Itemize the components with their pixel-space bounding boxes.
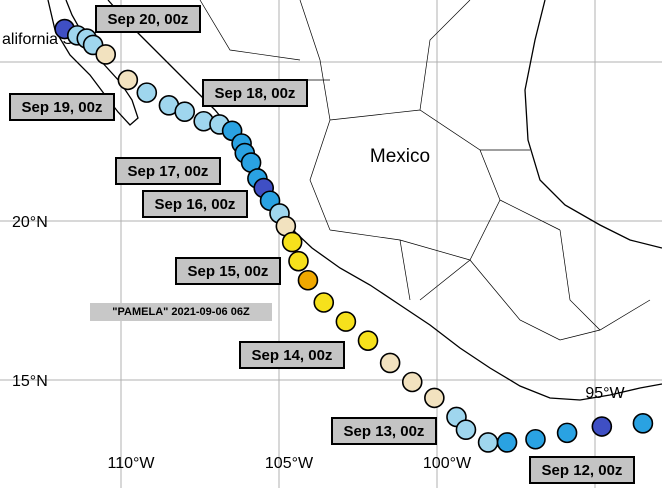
country-label: Mexico xyxy=(370,146,430,167)
track-point xyxy=(401,371,423,393)
track-point xyxy=(591,416,613,437)
track-point xyxy=(313,292,335,313)
date-label-box xyxy=(331,417,437,445)
title: "PAMELA" 2021-09-06 06Z xyxy=(112,306,250,318)
date-label: Sep 13, 00z xyxy=(344,423,425,440)
title-box xyxy=(90,303,272,321)
date-label-box xyxy=(115,157,221,185)
track-point xyxy=(424,387,445,409)
date-label: Sep 14, 00z xyxy=(252,347,333,364)
date-labels: Sep 20, 00z Sep 19, 00z Sep 18, 00z Sep 17,… xyxy=(9,5,635,484)
lat-label: 15°N xyxy=(12,373,48,390)
track-point xyxy=(496,432,518,453)
lon-label: 110°W xyxy=(107,455,155,472)
date-label: Sep 20, 00z xyxy=(108,11,189,28)
date-label-box xyxy=(175,257,281,285)
lat-label: 20°N xyxy=(12,214,48,231)
date-label-box xyxy=(9,93,115,121)
date-label-box xyxy=(239,341,345,369)
date-label-box xyxy=(202,79,308,107)
date-label: Sep 18, 00z xyxy=(215,85,296,102)
gulf-coast xyxy=(524,0,662,249)
track-point xyxy=(477,432,499,453)
track-point xyxy=(379,352,401,374)
axis-labels: 110°W 105°W 100°W 95°W 20°N 15°N xyxy=(12,214,626,472)
track-point xyxy=(95,44,117,65)
date-label: Sep 15, 00z xyxy=(188,263,269,280)
lon-label: 105°W xyxy=(265,455,314,472)
date-label-box xyxy=(142,190,248,218)
track-point xyxy=(288,250,309,272)
track xyxy=(54,18,654,453)
track-point xyxy=(556,422,578,444)
lon-label: 100°W xyxy=(423,455,472,472)
date-label-box xyxy=(529,456,635,484)
date-label: Sep 19, 00z xyxy=(22,99,103,116)
date-label-box xyxy=(95,5,201,33)
track-point xyxy=(297,269,319,291)
track-point xyxy=(335,311,357,332)
lon-label: 95°W xyxy=(585,385,625,402)
track-point xyxy=(455,419,477,441)
track-point xyxy=(525,428,546,450)
track-point xyxy=(632,413,654,434)
track-point xyxy=(281,231,303,253)
date-label: Sep 16, 00z xyxy=(155,196,236,213)
date-label: Sep 17, 00z xyxy=(128,163,209,180)
track-point xyxy=(357,330,379,351)
track-point xyxy=(136,82,158,103)
track-point xyxy=(117,69,139,91)
date-label: Sep 12, 00z xyxy=(542,462,623,479)
track-point xyxy=(174,101,196,122)
